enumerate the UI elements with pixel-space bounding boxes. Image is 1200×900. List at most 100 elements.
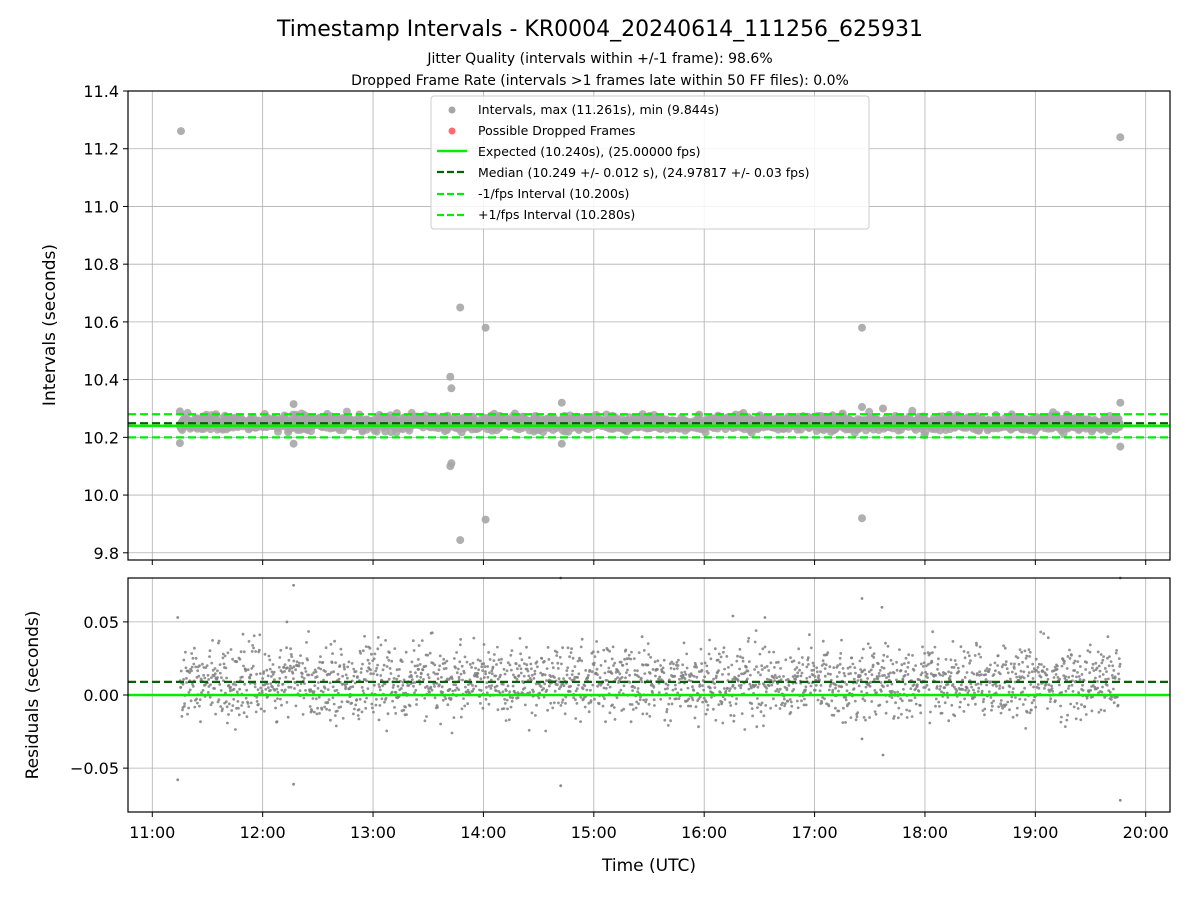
residual-point [400, 687, 403, 690]
residual-point [307, 673, 311, 677]
residual-point [961, 688, 965, 691]
residual-point [584, 669, 588, 672]
residual-point [841, 667, 845, 670]
residual-point [677, 658, 680, 662]
residual-point [326, 701, 330, 704]
residual-point [441, 698, 445, 702]
residual-point [652, 685, 656, 689]
residual-point [975, 672, 979, 675]
residual-point [845, 683, 849, 686]
residual-point [201, 689, 205, 692]
residual-point [339, 705, 343, 709]
bottom-panel-x-ticks: 11:00 12:00 13:00 14:00 15:00 16:00 17:00 18:00… [129, 812, 1169, 842]
residual-point [795, 699, 799, 703]
residual-point [735, 659, 739, 663]
residual-point [558, 655, 562, 659]
residual-point [453, 688, 457, 692]
residual-point [221, 656, 225, 660]
residual-point [629, 720, 633, 724]
residual-point [290, 655, 294, 658]
residual-point [393, 647, 397, 650]
residual-point [1102, 655, 1105, 658]
residual-point [849, 672, 852, 675]
residual-point [853, 666, 857, 669]
residual-point [776, 660, 780, 664]
residual-point [804, 688, 807, 692]
residual-point [182, 678, 186, 681]
residual-point [700, 668, 704, 672]
residual-point [765, 665, 769, 668]
residual-point [755, 665, 758, 669]
residual-point [893, 691, 897, 694]
residual-point [1006, 671, 1010, 675]
residual-point [503, 697, 506, 701]
residual-point [544, 729, 548, 733]
residual-point [608, 649, 611, 653]
residual-point [903, 682, 907, 686]
residual-point [262, 670, 266, 673]
residual-point [998, 672, 1002, 676]
residual-point [433, 685, 436, 688]
residual-point [183, 704, 186, 708]
residual-point [319, 667, 323, 671]
residual-point [691, 698, 695, 702]
residual-point [519, 667, 523, 671]
residual-point [559, 704, 563, 707]
residual-point [505, 669, 509, 673]
residual-point [490, 672, 494, 676]
residual-point [878, 669, 882, 672]
bottom-y-tick-label: 0.00 [83, 686, 119, 705]
residual-point [975, 643, 978, 647]
residual-point [566, 646, 570, 650]
residual-point [318, 712, 321, 715]
residual-point [654, 674, 657, 678]
residual-point [490, 684, 494, 687]
interval-point-outlier [289, 400, 298, 409]
residual-point [379, 643, 383, 647]
residual-point [840, 685, 844, 689]
residual-point [749, 673, 752, 677]
residual-point [242, 711, 246, 715]
residual-point [523, 703, 527, 707]
residual-point [632, 657, 636, 660]
residual-point [1032, 685, 1035, 689]
residual-point [449, 697, 453, 700]
residual-point [1067, 687, 1070, 690]
residual-point [878, 703, 882, 707]
residual-point [796, 674, 800, 678]
residual-point [843, 674, 847, 678]
residual-point [1081, 689, 1085, 692]
residual-point [938, 687, 942, 691]
residual-point [965, 686, 969, 690]
bottom-panel-y-ticks: 0.050.00−0.05 [70, 613, 128, 778]
residual-point [1001, 686, 1005, 690]
residual-point [647, 702, 651, 706]
residual-point [778, 675, 781, 678]
residual-point [613, 718, 617, 721]
residual-point [909, 687, 913, 691]
residual-point [907, 653, 911, 657]
residual-point [355, 698, 359, 702]
residual-point [205, 664, 209, 667]
residual-point [769, 706, 772, 710]
residual-point [445, 659, 449, 663]
residual-point [1004, 703, 1008, 707]
residual-point [1083, 705, 1087, 709]
residual-point [236, 700, 240, 703]
x-tick-label: 19:00 [1012, 823, 1058, 842]
residual-point [504, 689, 508, 693]
residual-point [422, 678, 425, 681]
residual-point [417, 658, 420, 661]
residual-point [912, 683, 916, 686]
residual-point [315, 712, 319, 716]
residual-point [588, 668, 592, 672]
residual-point [1009, 677, 1012, 681]
interval-point-outlier [447, 459, 456, 468]
residual-point [1028, 711, 1032, 715]
residual-point [1073, 669, 1077, 672]
residual-point [417, 644, 421, 647]
residual-point [255, 700, 259, 703]
residual-point [1001, 663, 1005, 666]
residual-point [1108, 655, 1111, 658]
residual-point [904, 656, 908, 660]
